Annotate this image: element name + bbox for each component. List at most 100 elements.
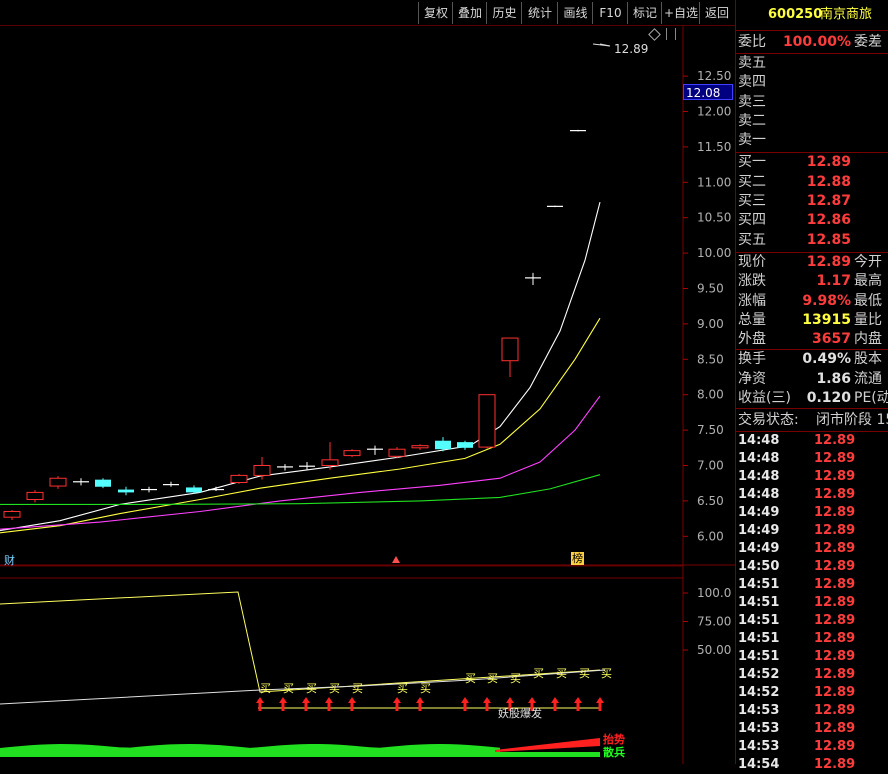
ind-axis-label: 50.00 <box>697 643 731 657</box>
tick-time: 14:53 <box>738 703 780 719</box>
tick-row: 14:51 12.89 <box>736 576 888 594</box>
current-price-tag: 12.08 <box>683 84 733 100</box>
stats1-right-label: 最低 <box>854 292 882 309</box>
up-arrow-icon <box>551 697 559 711</box>
tick-row: 14:48 12.89 <box>736 468 888 486</box>
tick-row: 14:51 12.89 <box>736 612 888 630</box>
tick-row: 14:53 12.89 <box>736 738 888 756</box>
price-axis-label: 8.00 <box>697 388 724 402</box>
buy-row: 买五 12.85 <box>736 231 888 250</box>
tick-price: 12.89 <box>814 703 856 719</box>
tick-row: 14:49 12.89 <box>736 522 888 540</box>
price-axis-label: 7.00 <box>697 459 724 473</box>
buy-row: 买二 12.88 <box>736 173 888 192</box>
tick-row: 14:53 12.89 <box>736 702 888 720</box>
stats1-right-label: 最高 <box>854 273 882 290</box>
price-axis-label: 8.50 <box>697 352 724 366</box>
stats2-value: 0.120 <box>806 390 851 407</box>
tick-price: 12.89 <box>814 667 856 683</box>
toolbar-button-4[interactable]: 画线 <box>557 2 593 24</box>
tick-row: 14:51 12.89 <box>736 594 888 612</box>
stats1-label: 现价 <box>738 253 766 270</box>
sell-label: 卖二 <box>738 112 766 129</box>
tick-time: 14:53 <box>738 721 780 737</box>
tick-time: 14:50 <box>738 559 780 575</box>
stats1-label: 总量 <box>738 311 766 328</box>
buy-value: 12.88 <box>806 173 851 190</box>
tick-time: 14:48 <box>738 487 780 503</box>
stats1-row: 涨跌 1.17 最高 <box>736 272 888 291</box>
candle-body <box>343 450 361 457</box>
toolbar-button-7[interactable]: +自选 <box>661 2 700 24</box>
tick-list[interactable]: 14:48 12.89 14:48 12.89 14:48 12.89 14:48 12.89… <box>736 432 888 774</box>
toolbar-button-1[interactable]: 叠加 <box>452 2 487 24</box>
ind-line-white <box>0 669 606 705</box>
toolbar-button-0[interactable]: 复权 <box>418 2 453 24</box>
tick-time: 14:52 <box>738 685 780 701</box>
stats1-right-label: 内盘 <box>854 331 882 348</box>
stats2-row: 净资 1.86 流通 <box>736 370 888 389</box>
tick-row: 14:52 12.89 <box>736 666 888 684</box>
tick-row: 14:49 12.89 <box>736 504 888 522</box>
tick-price: 12.89 <box>814 721 856 737</box>
candle-body <box>435 440 451 450</box>
toolbar-button-3[interactable]: 统计 <box>521 2 558 24</box>
price-axis-label: 9.50 <box>697 282 724 296</box>
tick-time: 14:51 <box>738 595 780 611</box>
ind-axis-label: 100.0 <box>697 586 731 600</box>
toolbar-button-2[interactable]: 历史 <box>486 2 522 24</box>
price-axis-label: 7.50 <box>697 423 724 437</box>
stats1-value: 13915 <box>802 311 851 328</box>
candle-body <box>388 448 406 457</box>
tick-price: 12.89 <box>814 433 856 449</box>
ma-line-4 <box>0 474 601 505</box>
tick-price: 12.89 <box>814 487 856 503</box>
stats1-value: 9.98% <box>802 292 851 309</box>
sell-label: 卖一 <box>738 132 766 149</box>
quote-panel: 600250 南京商旅 委比 100.00% 委差 卖五 卖四 卖三 卖二 卖一 买一 1… <box>735 0 888 772</box>
ma-line-2 <box>0 317 601 534</box>
candle-body <box>478 394 496 448</box>
stats-group-2: 换手 0.49% 股本 净资 1.86 流通 收益(三) 0.120 PE(动 <box>736 350 888 410</box>
up-arrow-icon <box>528 697 536 711</box>
up-arrow-icon <box>393 697 401 711</box>
tick-price: 12.89 <box>814 523 856 539</box>
buy-signal: 买 <box>352 682 363 695</box>
tick-price: 12.89 <box>814 685 856 701</box>
legend-scatter: 散兵 <box>603 746 625 759</box>
stats2-label: 净资 <box>738 370 766 387</box>
scroll-handle[interactable] <box>666 28 676 40</box>
event-marker-icon[interactable] <box>392 556 400 563</box>
candle-body <box>3 511 21 518</box>
tick-time: 14:53 <box>738 739 780 755</box>
ma-line-3 <box>0 395 601 530</box>
sell-orders: 卖五 卖四 卖三 卖二 卖一 <box>736 54 888 154</box>
tick-price: 12.89 <box>814 505 856 521</box>
toolbar-button-8[interactable]: 返回 <box>699 2 734 24</box>
buy-orders: 买一 12.89 买二 12.88 买三 12.87 买四 12.86 买五 12.85 <box>736 153 888 253</box>
stats1-label: 涨跌 <box>738 273 766 290</box>
kline-chart[interactable]: 12.50 12.00 11.50 11.00 10.50 10.00 9.50 9.00 8.… <box>0 0 735 764</box>
toolbar-button-5[interactable]: F10 <box>592 2 628 24</box>
toolbar-button-6[interactable]: 标记 <box>627 2 662 24</box>
price-axis-label: 11.50 <box>697 140 731 154</box>
sell-row: 卖二 <box>736 112 888 131</box>
tick-time: 14:48 <box>738 433 780 449</box>
price-axis-label: 12.00 <box>697 105 731 119</box>
tick-price: 12.89 <box>814 559 856 575</box>
tick-time: 14:51 <box>738 577 780 593</box>
tick-price: 12.89 <box>814 469 856 485</box>
buy-signal: 买 <box>306 682 317 695</box>
tick-row: 14:48 12.89 <box>736 486 888 504</box>
tick-time: 14:51 <box>738 649 780 665</box>
finance-marker[interactable]: 财 <box>4 554 15 567</box>
up-arrow-icon <box>574 697 582 711</box>
chart-area[interactable]: 12.50 12.00 11.50 11.00 10.50 10.00 9.50 9.00 8.… <box>0 0 735 764</box>
candle-body <box>457 442 473 448</box>
buy-row: 买三 12.87 <box>736 192 888 211</box>
list-marker[interactable]: 榜 <box>571 552 584 565</box>
buy-label: 买三 <box>738 193 766 210</box>
tick-price: 12.89 <box>814 451 856 467</box>
stats1-value: 1.17 <box>816 273 851 290</box>
buy-signal: 买 <box>487 672 498 685</box>
